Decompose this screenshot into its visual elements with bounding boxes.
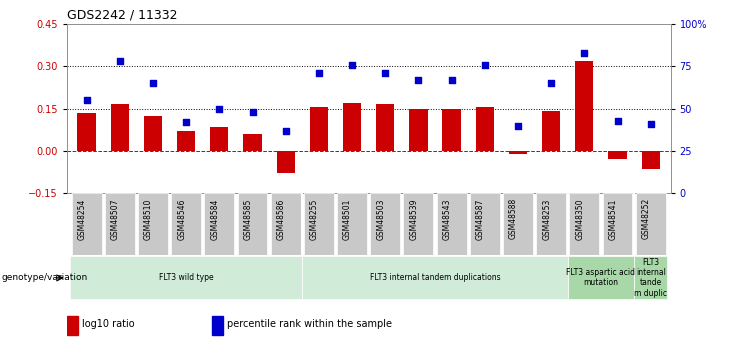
- Point: [280, 128, 292, 134]
- FancyBboxPatch shape: [370, 193, 400, 255]
- FancyBboxPatch shape: [602, 193, 633, 255]
- Text: genotype/variation: genotype/variation: [1, 273, 87, 282]
- FancyBboxPatch shape: [138, 193, 168, 255]
- Bar: [509, 151, 527, 154]
- Text: log10 ratio: log10 ratio: [82, 319, 135, 329]
- Point: [645, 121, 657, 127]
- Point: [147, 80, 159, 86]
- Bar: [409, 109, 428, 151]
- Bar: [110, 105, 129, 151]
- Bar: [177, 131, 196, 151]
- Text: GSM48254: GSM48254: [78, 198, 87, 239]
- FancyBboxPatch shape: [634, 256, 668, 299]
- Text: FLT3 wild type: FLT3 wild type: [159, 273, 213, 282]
- Point: [247, 109, 259, 115]
- Bar: [310, 107, 328, 151]
- FancyBboxPatch shape: [636, 193, 665, 255]
- FancyBboxPatch shape: [70, 256, 302, 299]
- Text: GSM48503: GSM48503: [376, 198, 385, 240]
- Text: FLT3 aspartic acid
mutation: FLT3 aspartic acid mutation: [566, 268, 636, 287]
- FancyBboxPatch shape: [404, 193, 433, 255]
- Bar: [642, 151, 659, 169]
- FancyBboxPatch shape: [470, 193, 499, 255]
- Text: FLT3
internal
tande
m duplic: FLT3 internal tande m duplic: [634, 258, 667, 298]
- Point: [313, 70, 325, 76]
- Bar: [212, 316, 223, 335]
- Text: GSM48586: GSM48586: [276, 198, 286, 239]
- Bar: [210, 127, 228, 151]
- FancyBboxPatch shape: [536, 193, 566, 255]
- Point: [114, 59, 126, 64]
- FancyBboxPatch shape: [302, 256, 568, 299]
- Point: [180, 119, 192, 125]
- Point: [545, 80, 557, 86]
- FancyBboxPatch shape: [337, 193, 367, 255]
- Text: GSM48543: GSM48543: [442, 198, 451, 240]
- Text: GSM48510: GSM48510: [144, 198, 153, 239]
- Text: GSM48546: GSM48546: [177, 198, 186, 240]
- Bar: [343, 103, 361, 151]
- FancyBboxPatch shape: [569, 193, 599, 255]
- FancyBboxPatch shape: [72, 193, 102, 255]
- Text: GSM48255: GSM48255: [310, 198, 319, 239]
- Bar: [67, 316, 78, 335]
- FancyBboxPatch shape: [304, 193, 333, 255]
- Bar: [542, 111, 560, 151]
- Text: GSM48584: GSM48584: [210, 198, 219, 239]
- Text: GSM48585: GSM48585: [244, 198, 253, 239]
- FancyBboxPatch shape: [171, 193, 201, 255]
- Point: [413, 77, 425, 83]
- Text: GSM48539: GSM48539: [410, 198, 419, 240]
- FancyBboxPatch shape: [238, 193, 268, 255]
- Point: [445, 77, 457, 83]
- Point: [379, 70, 391, 76]
- Text: percentile rank within the sample: percentile rank within the sample: [227, 319, 393, 329]
- Text: GSM48541: GSM48541: [608, 198, 617, 239]
- Point: [512, 123, 524, 128]
- Point: [213, 106, 225, 111]
- Bar: [476, 107, 494, 151]
- Text: GSM48588: GSM48588: [509, 198, 518, 239]
- Text: GDS2242 / 11332: GDS2242 / 11332: [67, 9, 177, 22]
- Text: GSM48507: GSM48507: [111, 198, 120, 240]
- FancyBboxPatch shape: [568, 256, 634, 299]
- Point: [81, 97, 93, 103]
- Bar: [608, 151, 627, 159]
- Bar: [442, 109, 461, 151]
- Text: FLT3 internal tandem duplications: FLT3 internal tandem duplications: [370, 273, 500, 282]
- Text: GSM48252: GSM48252: [642, 198, 651, 239]
- Point: [479, 62, 491, 68]
- FancyBboxPatch shape: [436, 193, 467, 255]
- Bar: [575, 61, 594, 151]
- FancyBboxPatch shape: [270, 193, 301, 255]
- FancyBboxPatch shape: [104, 193, 135, 255]
- FancyBboxPatch shape: [205, 193, 234, 255]
- Bar: [144, 116, 162, 151]
- Text: GSM48350: GSM48350: [575, 198, 585, 240]
- Text: GSM48587: GSM48587: [476, 198, 485, 239]
- Point: [579, 50, 591, 56]
- Bar: [276, 151, 295, 174]
- Point: [611, 118, 623, 123]
- Text: GSM48501: GSM48501: [343, 198, 352, 239]
- Bar: [376, 105, 394, 151]
- Bar: [78, 113, 96, 151]
- Text: GSM48253: GSM48253: [542, 198, 551, 239]
- Bar: [243, 134, 262, 151]
- Point: [346, 62, 358, 68]
- FancyBboxPatch shape: [503, 193, 533, 255]
